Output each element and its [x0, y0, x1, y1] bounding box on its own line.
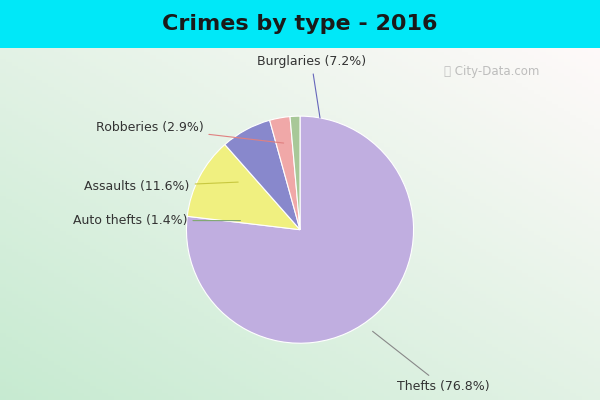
Text: Auto thefts (1.4%): Auto thefts (1.4%)	[73, 214, 241, 227]
Text: ⓘ City-Data.com: ⓘ City-Data.com	[445, 66, 539, 78]
Text: Assaults (11.6%): Assaults (11.6%)	[84, 180, 238, 193]
Text: Burglaries (7.2%): Burglaries (7.2%)	[257, 56, 366, 118]
Text: Thefts (76.8%): Thefts (76.8%)	[373, 331, 489, 393]
Wedge shape	[269, 116, 300, 230]
Wedge shape	[187, 144, 300, 230]
Wedge shape	[290, 116, 300, 230]
Wedge shape	[187, 116, 413, 343]
Wedge shape	[225, 120, 300, 230]
Text: Robberies (2.9%): Robberies (2.9%)	[95, 121, 284, 143]
Text: Crimes by type - 2016: Crimes by type - 2016	[162, 14, 438, 34]
